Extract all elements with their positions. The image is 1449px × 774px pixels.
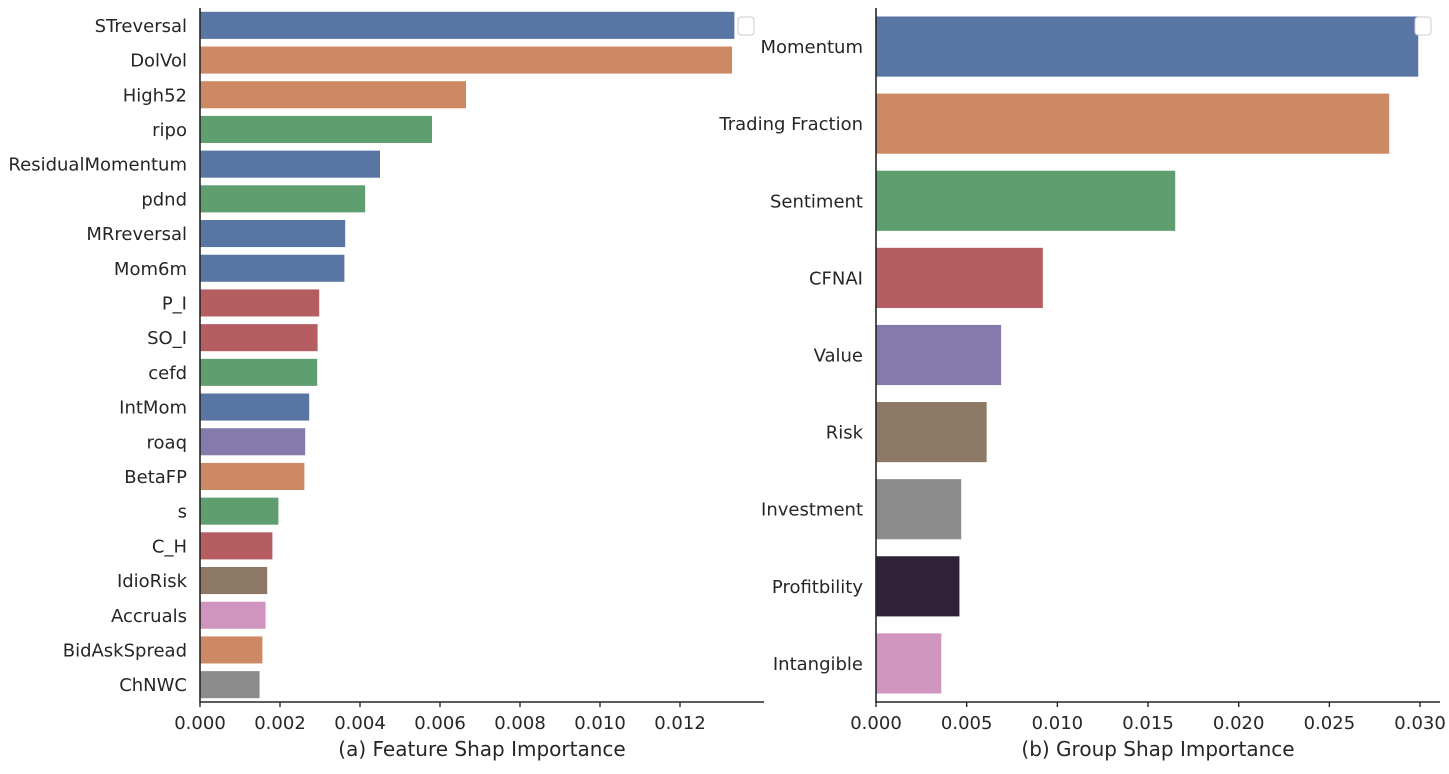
category-label-s: s bbox=[178, 502, 187, 523]
category-label-investment: Investment bbox=[761, 500, 863, 521]
category-label-chnwc: ChNWC bbox=[119, 675, 187, 696]
bar-streversal bbox=[200, 11, 735, 39]
bar-chnwc bbox=[200, 671, 260, 699]
x-tick-label-0-006: 0.006 bbox=[414, 713, 466, 734]
x-tick-label-0-015: 0.015 bbox=[1122, 713, 1174, 734]
bar-profitbility bbox=[876, 556, 960, 617]
x-tick-label-0-020: 0.020 bbox=[1213, 713, 1265, 734]
x-tick-label-0-030: 0.030 bbox=[1394, 713, 1446, 734]
x-tick-label-0-004: 0.004 bbox=[334, 713, 386, 734]
category-label-sentiment: Sentiment bbox=[770, 191, 863, 212]
legend-box bbox=[1414, 16, 1432, 36]
bar-mom6m bbox=[200, 254, 345, 282]
category-label-cefd: cefd bbox=[148, 363, 187, 384]
bar-cfnai bbox=[876, 247, 1043, 308]
bar-value bbox=[876, 324, 1002, 386]
x-axis-label: (b) Group Shap Importance bbox=[1021, 737, 1294, 761]
x-tick-label-0-010: 0.010 bbox=[574, 713, 626, 734]
category-label-intangible: Intangible bbox=[773, 654, 863, 675]
bar-idiorisk bbox=[200, 567, 268, 595]
category-label-high52: High52 bbox=[123, 85, 187, 106]
bar-risk bbox=[876, 402, 987, 463]
bar-roaq bbox=[200, 428, 306, 456]
x-tick-label-0-000: 0.000 bbox=[174, 713, 226, 734]
bar-sentiment bbox=[876, 170, 1176, 231]
x-tick-label-0-005: 0.005 bbox=[941, 713, 993, 734]
category-label-p-i: P_I bbox=[162, 293, 187, 314]
x-tick-label-0-002: 0.002 bbox=[254, 713, 306, 734]
category-label-streversal: STreversal bbox=[95, 16, 187, 37]
bar-intmom bbox=[200, 393, 310, 421]
bar-momentum bbox=[876, 16, 1419, 77]
category-label-dolvol: DolVol bbox=[130, 51, 187, 72]
category-label-roaq: roaq bbox=[147, 432, 187, 453]
x-axis-label: (a) Feature Shap Importance bbox=[338, 737, 625, 761]
category-label-value: Value bbox=[814, 346, 863, 367]
legend-box bbox=[737, 16, 755, 36]
category-label-c-h: C_H bbox=[152, 536, 187, 557]
bar-pdnd bbox=[200, 185, 366, 213]
x-tick-label-0-012: 0.012 bbox=[654, 713, 706, 734]
bar-s bbox=[200, 497, 279, 525]
category-label-accruals: Accruals bbox=[111, 606, 187, 627]
category-label-risk: Risk bbox=[826, 423, 864, 444]
bar-cefd bbox=[200, 358, 318, 386]
category-label-cfnai: CFNAI bbox=[809, 268, 863, 289]
category-label-so-i: SO_I bbox=[147, 328, 187, 349]
category-label-trading-fraction: Trading Fraction bbox=[718, 114, 863, 135]
bar-mrreversal bbox=[200, 220, 346, 248]
category-label-residualmomentum: ResidualMomentum bbox=[8, 155, 187, 176]
category-label-profitbility: Profitbility bbox=[772, 577, 863, 598]
category-label-bidaskspread: BidAskSpread bbox=[63, 640, 187, 661]
bar-investment bbox=[876, 479, 962, 540]
category-label-ripo: ripo bbox=[152, 120, 187, 141]
bar-dolvol bbox=[200, 46, 732, 74]
panel-feature-shap: STreversal DolVol High52 ripo ResidualMoment… bbox=[8, 8, 764, 761]
x-tick-label-0-010: 0.010 bbox=[1032, 713, 1084, 734]
x-tick-label-0-025: 0.025 bbox=[1304, 713, 1356, 734]
panel-group-shap: Momentum Trading Fraction Sentiment CFNAI Va… bbox=[718, 8, 1446, 761]
category-label-intmom: IntMom bbox=[119, 398, 187, 419]
category-label-pdnd: pdnd bbox=[141, 189, 187, 210]
bar-trading-fraction bbox=[876, 93, 1390, 154]
category-label-momentum: Momentum bbox=[760, 37, 863, 58]
category-label-betafp: BetaFP bbox=[124, 467, 187, 488]
bar-ripo bbox=[200, 115, 432, 143]
x-tick-label-0-008: 0.008 bbox=[494, 713, 546, 734]
bar-betafp bbox=[200, 462, 305, 490]
bar-p-i bbox=[200, 289, 320, 317]
category-label-mom6m: Mom6m bbox=[114, 259, 187, 280]
bar-bidaskspread bbox=[200, 636, 263, 664]
bar-intangible bbox=[876, 633, 942, 694]
bar-residualmomentum bbox=[200, 150, 380, 178]
bar-accruals bbox=[200, 601, 266, 629]
bar-so-i bbox=[200, 324, 318, 352]
bar-high52 bbox=[200, 81, 466, 109]
category-label-mrreversal: MRreversal bbox=[86, 224, 187, 245]
bar-c-h bbox=[200, 532, 273, 560]
x-tick-label-0-000: 0.000 bbox=[850, 713, 902, 734]
category-label-idiorisk: IdioRisk bbox=[117, 571, 188, 592]
